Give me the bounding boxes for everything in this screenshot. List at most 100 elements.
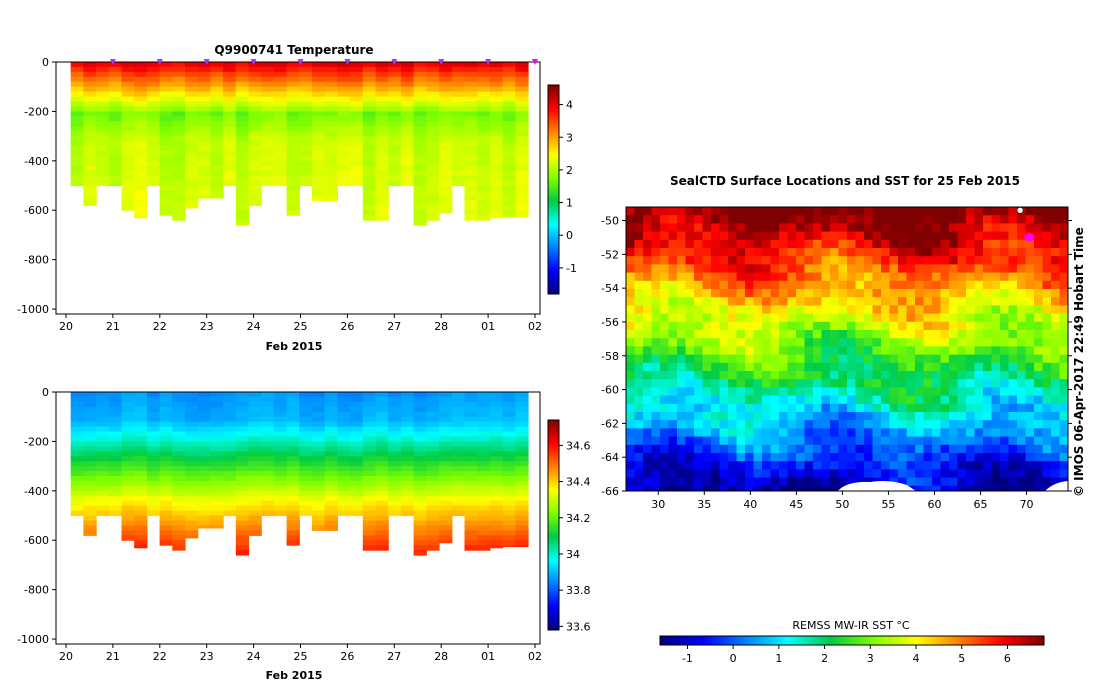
sal-profile-column (312, 392, 326, 531)
temp-colorbar-tick-label: 3 (566, 131, 573, 144)
surface-location-marker (438, 59, 445, 65)
sal-profile-column (337, 392, 351, 517)
temp-x-tick-label: 28 (434, 320, 448, 333)
sal-y-tick-label: -600 (24, 534, 49, 547)
salinity-plot-area: 0 -200 -400 -600 -800 -1000 20 21 22 23 24 25 26 27 28… (17, 386, 542, 663)
sal-profile-column (273, 392, 288, 517)
sal-profile-column (502, 392, 516, 547)
sst-y-tick-label: -66 (601, 485, 619, 498)
sal-y-tick-label: -800 (24, 584, 49, 597)
temp-profile-column (210, 62, 224, 199)
temp-profile-column (273, 62, 288, 187)
sst-colorbar-tick-label: 4 (913, 652, 920, 665)
salinity-section-panel: 0 -200 -400 -600 -800 -1000 20 21 22 23 24 25 26 27 28… (17, 386, 590, 682)
sal-profile-column (388, 392, 402, 517)
sst-colorbar-scale (659, 635, 1045, 646)
sal-x-tick-label: 24 (247, 650, 261, 663)
sst-colorbar-label: REMSS MW-IR SST °C (792, 619, 910, 632)
sal-colorbar-tick-label: 34.2 (566, 512, 591, 525)
temp-profile-column (515, 62, 529, 217)
sal-profile-column (134, 392, 148, 549)
surface-location-marker (1024, 233, 1035, 242)
sst-y-tick-label: -52 (601, 248, 619, 261)
temp-x-tick-label: 26 (340, 320, 354, 333)
temp-profile-column (223, 62, 237, 187)
temp-profile-column (362, 62, 377, 221)
temp-profile-column (286, 62, 300, 216)
sal-x-tick-label: 27 (387, 650, 401, 663)
temp-plot-frame (55, 61, 541, 315)
surface-location-marker (109, 59, 116, 65)
surface-location-marker (297, 59, 304, 65)
temp-profile-column (121, 62, 135, 211)
sst-map-title: SealCTD Surface Locations and SST for 25… (670, 174, 1020, 188)
sal-x-tick-label: 23 (200, 650, 214, 663)
sst-colorbar: -1 0 1 2 3 4 5 6 (659, 635, 1045, 665)
sst-y-tick-label: -50 (601, 215, 619, 228)
temp-y-tick-label: -200 (24, 105, 49, 118)
surface-location-marker (391, 59, 398, 65)
sst-colorbar-tick-label: -1 (682, 652, 693, 665)
sal-profile-column (185, 392, 199, 539)
temp-y-tick-label: -800 (24, 254, 49, 267)
temperature-x-axis-label: Feb 2015 (266, 340, 323, 353)
sal-x-tick-label: 02 (528, 650, 542, 663)
sal-profile-column (235, 392, 250, 556)
sst-colorbar-tick-label: 5 (958, 652, 965, 665)
temp-y-tick-label: -1000 (17, 303, 49, 316)
sal-profile-column (413, 392, 427, 556)
sal-profile-column (375, 392, 389, 551)
sst-x-tick-label: 50 (835, 498, 849, 511)
temp-profile-column (70, 62, 84, 187)
temperature-section-panel: Q9900741 Temperature 0 -200 -400 -600 -800 -1… (17, 43, 577, 353)
temp-profile-column (350, 62, 364, 187)
temp-profile-column (248, 62, 262, 206)
sal-profile-column (248, 392, 262, 536)
sst-x-tick-label: 40 (743, 498, 757, 511)
sal-profile-column (451, 392, 466, 517)
temp-profile-column (324, 62, 338, 201)
temp-profile-column (299, 62, 313, 187)
sal-profile-column (515, 392, 529, 547)
sal-profile-column (324, 392, 338, 531)
sal-y-tick-label: -1000 (17, 633, 49, 646)
sal-profile-column (96, 392, 110, 517)
sst-x-tick-label: 55 (881, 498, 895, 511)
temp-colorbar-scale (547, 84, 560, 295)
sal-profile-column (261, 392, 275, 517)
sal-profile-column (286, 392, 300, 546)
sst-x-tick-label: 70 (1020, 498, 1034, 511)
sal-x-tick-label: 21 (106, 650, 120, 663)
temperature-colorbar: 4 3 2 1 0 -1 (547, 84, 577, 295)
temp-profile-column (400, 62, 415, 187)
credit-text: © IMOS 06-Apr-2017 22:49 Hobart Time (1072, 227, 1086, 497)
sal-x-tick-label: 26 (340, 650, 354, 663)
surface-location-marker (532, 59, 538, 65)
temperature-plot-area: 0 -200 -400 -600 -800 -1000 20 21 22 23 24 25 26 27 28… (17, 56, 542, 333)
temp-profile-column (235, 62, 250, 226)
temp-profile-column (426, 62, 440, 221)
sal-plot-frame (55, 391, 541, 645)
sal-profile-column (477, 392, 491, 551)
temp-y-tick-label: 0 (42, 56, 49, 69)
temp-profile-column (388, 62, 402, 187)
temp-y-tick-label: -600 (24, 204, 49, 217)
sal-y-tick-label: 0 (42, 386, 49, 399)
surface-location-marker (156, 59, 163, 65)
sst-y-tick-label: -54 (601, 282, 619, 295)
temp-profile-column (83, 62, 97, 206)
sal-x-tick-label: 28 (434, 650, 448, 663)
temp-profile-column (96, 62, 110, 187)
sal-x-tick-label: 22 (153, 650, 167, 663)
temp-x-tick-label: 24 (247, 320, 261, 333)
sst-x-tick-label: 45 (789, 498, 803, 511)
ice-edge-patch (837, 481, 917, 491)
ice-edge-patch (1044, 481, 1068, 491)
temp-profile-column (159, 62, 173, 216)
sal-profile-column (121, 392, 135, 541)
temp-x-tick-label: 25 (294, 320, 308, 333)
temp-x-tick-label: 22 (153, 320, 167, 333)
sst-map-panel: SealCTD Surface Locations and SST for 25… (601, 174, 1072, 665)
temp-x-tick-label: 20 (59, 320, 73, 333)
